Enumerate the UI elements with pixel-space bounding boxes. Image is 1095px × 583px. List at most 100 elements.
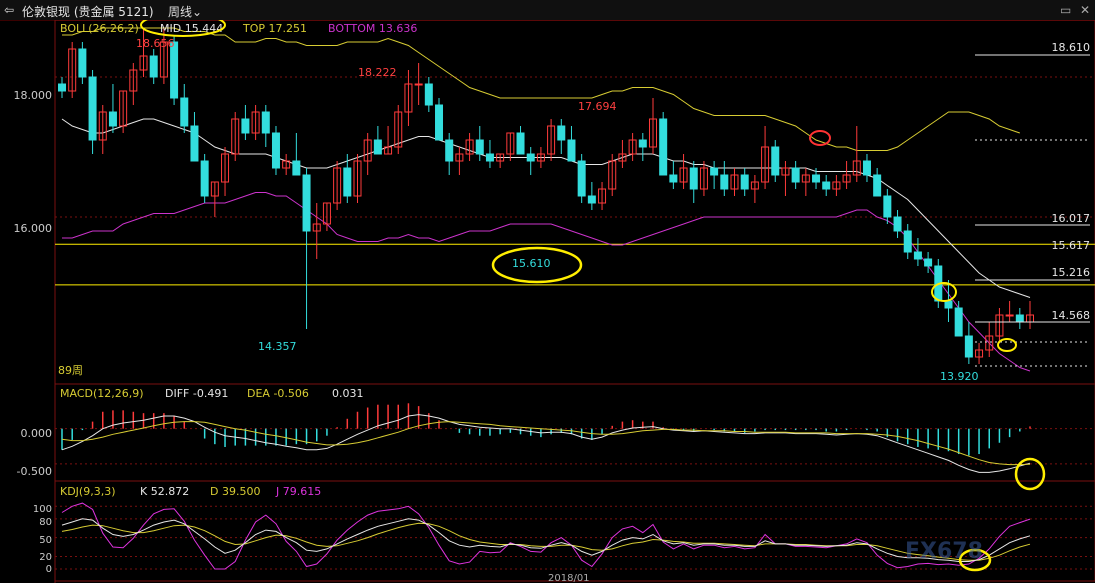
candle-body [180, 97, 189, 127]
candle-body [506, 132, 515, 155]
kdj-indicator-label[interactable]: KDJ(9,3,3) [60, 485, 116, 498]
candle-body [129, 69, 138, 92]
kdj-d-label: D 39.500 [210, 485, 260, 498]
candle-body [720, 174, 729, 190]
macd-dea-label: DEA -0.506 [247, 387, 309, 400]
candle-body [975, 349, 984, 358]
candle-body [190, 125, 199, 162]
candle-body [1005, 314, 1014, 317]
back-icon[interactable]: ⇦ [4, 3, 15, 17]
close-icon[interactable]: ✕ [1080, 3, 1091, 17]
candle-body [832, 181, 841, 190]
candle-body [740, 174, 749, 190]
macd-value-label: 0.031 [332, 387, 364, 400]
candle-body [598, 188, 607, 204]
x-axis-date-label: 2018/01 [548, 573, 590, 583]
support-highlight-circle [491, 246, 583, 284]
boll-indicator-label[interactable]: BOLL(26,26,2) [60, 22, 139, 35]
boll-top-label: TOP 17.251 [242, 22, 307, 35]
kdj-j-line [61, 502, 1031, 570]
candle-body [78, 48, 87, 78]
annotation-high-18656: 18.656 [136, 37, 175, 50]
right-label-16017: 16.017 [1052, 212, 1091, 225]
candle-body [98, 111, 107, 141]
price-gridlines [55, 76, 1095, 286]
candle-body [465, 139, 474, 155]
window-title-bar: ⇦ 伦敦银现 (贵金属 5121) 周线⌄ ▭ ✕ [0, 0, 1095, 21]
macd-plot [55, 403, 1095, 473]
kdj-d-line [61, 522, 1031, 561]
candle-body [302, 174, 311, 232]
boll-mid-line [61, 118, 1031, 298]
annotation-low-14357: 14.357 [258, 340, 297, 353]
candle-body [475, 139, 484, 155]
right-price-labels: 18.610 16.017 15.617 15.216 14.568 [975, 41, 1091, 367]
candle-body [404, 83, 413, 113]
candle-body [648, 118, 657, 148]
candle-body [547, 125, 556, 155]
low-highlight-circle [997, 338, 1017, 352]
macd-tick-neg05: -0.500 [17, 465, 52, 478]
candle-body [628, 139, 637, 155]
kdj-tick-100: 100 [33, 504, 52, 515]
candle-body [108, 111, 117, 127]
candle-body [68, 48, 77, 92]
candle-body [170, 41, 179, 99]
macd-cross-circle [1014, 457, 1046, 491]
chart-canvas[interactable]: BOLL(26,26,2) MID 15.444 TOP 17.251 BOTT… [0, 20, 1095, 583]
instrument-title: 伦敦银现 (贵金属 5121) [22, 5, 154, 19]
candle-body [893, 216, 902, 232]
macd-diff-label: DIFF -0.491 [165, 387, 228, 400]
candle-body [271, 132, 280, 169]
candle-body [924, 258, 933, 267]
watermark: FX678 [905, 539, 983, 564]
candle-body [292, 160, 301, 176]
candle-body [455, 153, 464, 162]
kdj-tick-20: 20 [39, 552, 52, 563]
candle-body [638, 139, 647, 148]
macd-indicator-label[interactable]: MACD(12,26,9) [60, 387, 144, 400]
candle-body [221, 153, 230, 183]
candle-body [231, 118, 240, 155]
candle-body [139, 55, 148, 71]
y-tick-16: 16.000 [14, 222, 53, 235]
candle-body [944, 300, 953, 309]
candle-body [985, 335, 994, 351]
kdj-j-label: J 79.615 [275, 485, 321, 498]
right-label-15617: 15.617 [1052, 239, 1091, 252]
candle-body [669, 174, 678, 183]
candle-body [750, 181, 759, 190]
candle-body [149, 55, 158, 78]
candle-body [812, 174, 821, 183]
period-selector[interactable]: 周线⌄ [168, 3, 202, 20]
kdj-tick-0: 0 [46, 564, 52, 575]
kdj-tick-50: 50 [39, 535, 52, 546]
candle-body [608, 160, 617, 190]
candle-body [822, 181, 831, 190]
candle-body [312, 223, 321, 232]
annotation-high-18222: 18.222 [358, 66, 397, 79]
candle-body [862, 160, 871, 176]
candle-body [557, 125, 566, 141]
kdj-cross-circle [958, 548, 992, 572]
candle-body [384, 146, 393, 155]
bars-count-label: 89周 [58, 364, 83, 377]
candle-body [699, 167, 708, 190]
candle-body [435, 104, 444, 141]
candle-body [363, 139, 372, 162]
candle-body [791, 167, 800, 183]
candle-body [710, 167, 719, 176]
candle-body [119, 90, 128, 127]
candle-body [159, 41, 168, 78]
candle-body [995, 314, 1004, 337]
candle-body [852, 160, 861, 176]
candle-body [771, 146, 780, 176]
kdj-k-label: K 52.872 [140, 485, 189, 498]
restore-icon[interactable]: ▭ [1060, 3, 1072, 17]
macd-diff-line [61, 414, 1031, 473]
price-plot [58, 27, 1034, 372]
boll-mid-label: MID 15.444 [160, 22, 223, 35]
price-panel-frame [54, 20, 1095, 385]
candle-body [88, 76, 97, 141]
candle-body [964, 335, 973, 358]
